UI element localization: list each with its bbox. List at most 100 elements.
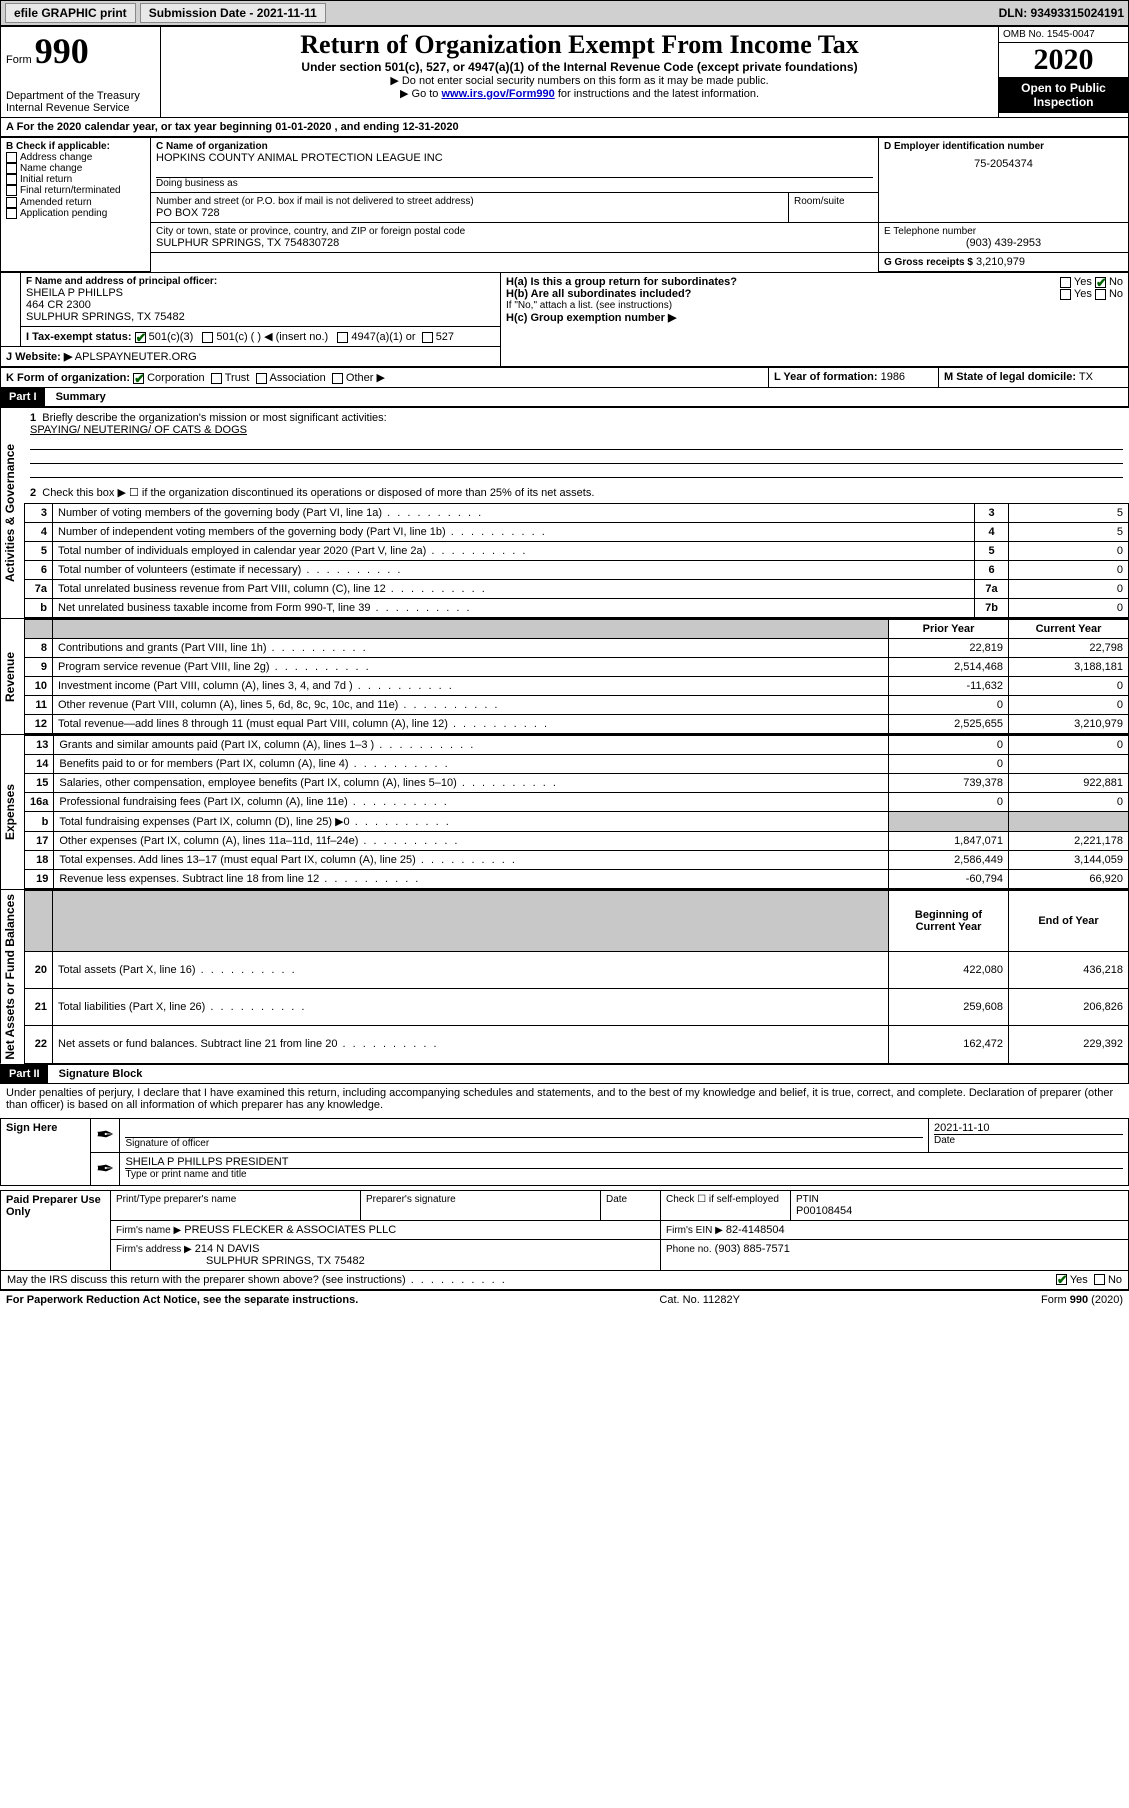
h-c: H(c) Group exemption number ▶: [506, 311, 1123, 324]
data-line: 14Benefits paid to or for members (Part …: [25, 755, 1129, 774]
data-line: 12Total revenue—add lines 8 through 11 (…: [25, 715, 1129, 734]
prep-name-label: Print/Type preparer's name: [116, 1194, 355, 1205]
top-bar: efile GRAPHIC print Submission Date - 20…: [0, 0, 1129, 26]
officer-addr1: 464 CR 2300: [26, 299, 495, 311]
hb-yes-checkbox[interactable]: [1060, 289, 1071, 300]
form-ref: Form 990 (2020): [1041, 1294, 1123, 1306]
data-line: 16aProfessional fundraising fees (Part I…: [25, 793, 1129, 812]
summary-line: bNet unrelated business taxable income f…: [25, 599, 1129, 618]
sig-date-label: Date: [934, 1135, 1123, 1146]
ein-value: 75-2054374: [884, 152, 1123, 170]
ha-yes-checkbox[interactable]: [1060, 277, 1071, 288]
k-other-checkbox[interactable]: [332, 373, 343, 384]
sign-here-table: Sign Here ✒ Signature of officer 2021-11…: [0, 1118, 1129, 1186]
data-line: bTotal fundraising expenses (Part IX, co…: [25, 812, 1129, 832]
revenue-section: Revenue Prior YearCurrent Year8Contribut…: [0, 618, 1129, 734]
i-501c3-checkbox[interactable]: [135, 332, 146, 343]
cat-no: Cat. No. 11282Y: [659, 1294, 740, 1306]
org-name: HOPKINS COUNTY ANIMAL PROTECTION LEAGUE …: [156, 152, 873, 164]
discuss-yes-checkbox[interactable]: [1056, 1274, 1067, 1285]
b-option[interactable]: Final return/terminated: [6, 185, 145, 196]
form-number: 990: [35, 31, 89, 71]
ha-no-checkbox[interactable]: [1095, 277, 1106, 288]
summary-lines-table: 3Number of voting members of the governi…: [24, 503, 1129, 618]
h-a: H(a) Is this a group return for subordin…: [506, 276, 1123, 288]
discuss-no-checkbox[interactable]: [1094, 1274, 1105, 1285]
officer-addr2: SULPHUR SPRINGS, TX 75482: [26, 311, 495, 323]
street-label: Number and street (or P.O. box if mail i…: [156, 196, 783, 207]
phone-value: (903) 439-2953: [884, 237, 1123, 249]
netassets-table: Beginning of Current YearEnd of Year20To…: [24, 890, 1129, 1064]
firm-ein-label: Firm's EIN ▶: [666, 1225, 723, 1236]
i-label: I Tax-exempt status:: [26, 331, 132, 343]
q1-text: Briefly describe the organization's miss…: [42, 412, 386, 424]
i-501c-checkbox[interactable]: [202, 332, 213, 343]
hb-no-checkbox[interactable]: [1095, 289, 1106, 300]
k-corp-checkbox[interactable]: [133, 373, 144, 384]
netassets-section: Net Assets or Fund Balances Beginning of…: [0, 889, 1129, 1064]
h-b-note: If "No," attach a list. (see instruction…: [506, 300, 1123, 311]
self-employed-label: Check ☐ if self-employed: [666, 1194, 785, 1205]
e-label: E Telephone number: [884, 226, 1123, 237]
sig-date-value: 2021-11-10: [934, 1122, 1123, 1135]
l-label: L Year of formation:: [774, 371, 878, 383]
prep-sig-label: Preparer's signature: [366, 1194, 595, 1205]
data-line: 15Salaries, other compensation, employee…: [25, 774, 1129, 793]
firm-name-label: Firm's name ▶: [116, 1225, 181, 1236]
vlabel-expenses: Expenses: [0, 735, 24, 889]
i-4947-checkbox[interactable]: [337, 332, 348, 343]
fhij-block: F Name and address of principal officer:…: [0, 272, 1129, 367]
data-line: 22Net assets or fund balances. Subtract …: [25, 1026, 1129, 1063]
form-subtitle: Under section 501(c), 527, or 4947(a)(1)…: [166, 60, 993, 74]
discuss-row: May the IRS discuss this return with the…: [0, 1271, 1129, 1290]
dba-label: Doing business as: [156, 178, 873, 189]
l-value: 1986: [881, 371, 905, 383]
city-value: SULPHUR SPRINGS, TX 754830728: [156, 237, 873, 249]
activities-section: Activities & Governance 1 Briefly descri…: [0, 407, 1129, 618]
form990-link[interactable]: www.irs.gov/Form990: [441, 88, 554, 100]
pra-notice: For Paperwork Reduction Act Notice, see …: [6, 1294, 358, 1306]
b-option[interactable]: Name change: [6, 163, 145, 174]
ptin-label: PTIN: [796, 1194, 1123, 1205]
omb-label: OMB No. 1545-0047: [999, 27, 1128, 43]
room-label: Room/suite: [794, 196, 873, 207]
part2-title: Signature Block: [51, 1068, 143, 1080]
firm-addr2: SULPHUR SPRINGS, TX 75482: [116, 1255, 365, 1267]
efile-button[interactable]: efile GRAPHIC print: [5, 3, 136, 23]
form-word: Form: [6, 54, 32, 66]
part2-tag: Part II: [1, 1065, 48, 1083]
firm-phone-label: Phone no.: [666, 1244, 712, 1255]
website-value: APLSPAYNEUTER.ORG: [75, 351, 197, 363]
street-value: PO BOX 728: [156, 207, 783, 219]
sig-officer-label: Signature of officer: [125, 1138, 923, 1149]
data-line: 18Total expenses. Add lines 13–17 (must …: [25, 851, 1129, 870]
dept-label: Department of the Treasury Internal Reve…: [6, 90, 155, 114]
vlabel-activities: Activities & Governance: [0, 408, 24, 618]
revenue-table: Prior YearCurrent Year8Contributions and…: [24, 619, 1129, 734]
j-label: J Website: ▶: [6, 351, 72, 363]
i-527-checkbox[interactable]: [422, 332, 433, 343]
firm-phone: (903) 885-7571: [715, 1243, 790, 1255]
footer: For Paperwork Reduction Act Notice, see …: [0, 1290, 1129, 1309]
data-line: 11Other revenue (Part VIII, column (A), …: [25, 696, 1129, 715]
data-line: 19Revenue less expenses. Subtract line 1…: [25, 870, 1129, 889]
k-trust-checkbox[interactable]: [211, 373, 222, 384]
k-assoc-checkbox[interactable]: [256, 373, 267, 384]
summary-line: 6Total number of volunteers (estimate if…: [25, 561, 1129, 580]
firm-addr1: 214 N DAVIS: [195, 1243, 260, 1255]
b-option[interactable]: Application pending: [6, 208, 145, 219]
header-table: Form 990 Department of the Treasury Inte…: [0, 26, 1129, 118]
m-value: TX: [1079, 371, 1093, 383]
prep-date-label: Date: [606, 1194, 655, 1205]
b-option[interactable]: Address change: [6, 152, 145, 163]
line-a: A For the 2020 calendar year, or tax yea…: [0, 118, 1129, 137]
summary-line: 7aTotal unrelated business revenue from …: [25, 580, 1129, 599]
b-option[interactable]: Initial return: [6, 174, 145, 185]
submission-date-button[interactable]: Submission Date - 2021-11-11: [140, 3, 326, 23]
entity-block: B Check if applicable: Address changeNam…: [0, 137, 1129, 272]
expenses-section: Expenses 13Grants and similar amounts pa…: [0, 734, 1129, 889]
k-label: K Form of organization:: [6, 372, 130, 384]
data-line: 17Other expenses (Part IX, column (A), l…: [25, 832, 1129, 851]
b-option[interactable]: Amended return: [6, 197, 145, 208]
f-label: F Name and address of principal officer:: [26, 276, 495, 287]
